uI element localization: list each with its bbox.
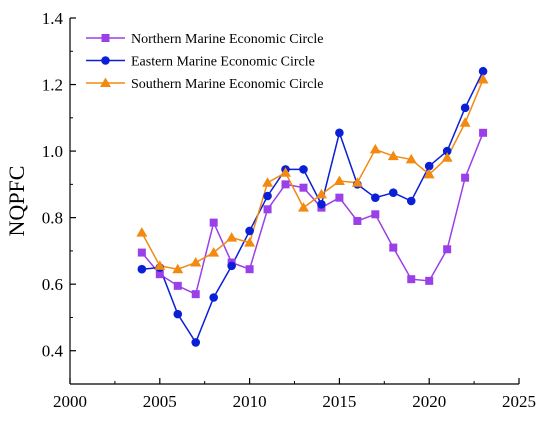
data-point-3 <box>262 177 274 187</box>
data-point-3 <box>333 175 345 186</box>
x-tick-label: 2000 <box>53 392 87 411</box>
data-point-2 <box>317 200 326 209</box>
data-point-1 <box>245 265 254 274</box>
legend-label: Northern Marine Economic Circle <box>131 32 323 47</box>
data-point-2 <box>173 309 183 319</box>
data-point-2 <box>406 196 416 206</box>
data-point-2 <box>263 191 272 201</box>
data-point-2 <box>137 264 147 274</box>
series-markers <box>136 66 489 347</box>
data-point-2 <box>371 193 380 202</box>
data-point-1 <box>479 128 488 137</box>
data-point-1 <box>137 248 146 257</box>
data-point-3 <box>387 150 399 161</box>
data-point-1 <box>371 210 380 219</box>
y-tick-label: 0.4 <box>42 342 64 361</box>
x-tick-label: 2015 <box>322 392 356 411</box>
data-point-1 <box>389 243 398 252</box>
data-point-2 <box>335 128 344 138</box>
data-point-2 <box>245 226 254 236</box>
series-line-2 <box>141 70 484 345</box>
data-point-3 <box>280 167 292 177</box>
data-point-3 <box>190 257 202 267</box>
data-point-2 <box>191 338 201 347</box>
legend-label: Southern Marine Economic Circle <box>131 77 323 92</box>
x-tick-label: 2025 <box>502 392 536 411</box>
data-point-3 <box>244 237 256 247</box>
x-tick-label: 2020 <box>412 392 446 411</box>
data-point-2 <box>388 188 398 197</box>
legend-marker <box>101 56 110 65</box>
data-point-2 <box>460 103 470 113</box>
data-point-1 <box>335 193 344 202</box>
data-point-1 <box>443 245 452 254</box>
data-point-1 <box>209 218 218 227</box>
data-point-3 <box>154 260 166 270</box>
data-point-1 <box>299 183 308 192</box>
data-point-3 <box>423 168 435 179</box>
data-point-3 <box>459 117 471 127</box>
legend-label: Eastern Marine Economic Circle <box>131 55 315 70</box>
data-point-1 <box>353 216 362 225</box>
legend-marker <box>100 77 111 87</box>
data-point-1 <box>281 180 290 189</box>
data-point-3 <box>136 227 148 237</box>
y-tick-label: 0.8 <box>42 209 63 228</box>
y-axis-label: NQPFC <box>4 166 29 237</box>
y-tick-label: 1.4 <box>42 9 64 28</box>
data-point-3 <box>297 202 309 212</box>
x-tick-label: 2005 <box>143 392 177 411</box>
data-point-3 <box>405 153 417 164</box>
data-point-3 <box>369 143 381 154</box>
data-point-2 <box>299 165 308 174</box>
data-point-2 <box>424 161 434 171</box>
data-point-3 <box>226 232 238 242</box>
data-point-3 <box>172 263 184 274</box>
data-point-2 <box>478 66 488 76</box>
y-tick-label: 1.0 <box>42 142 63 161</box>
data-point-2 <box>209 293 218 302</box>
data-point-3 <box>441 152 453 162</box>
series-line-1 <box>141 132 484 296</box>
x-tick-label: 2010 <box>233 392 267 411</box>
data-point-1 <box>407 275 416 284</box>
data-point-1 <box>461 173 470 182</box>
series-line-3 <box>141 79 484 270</box>
data-point-3 <box>351 177 363 187</box>
series-lines <box>141 70 484 345</box>
data-point-3 <box>315 188 327 199</box>
data-point-2 <box>227 261 236 271</box>
legend: Northern Marine Economic Circle Eastern M… <box>86 32 323 92</box>
data-point-1 <box>173 281 182 290</box>
axes <box>69 17 520 385</box>
data-point-1 <box>155 270 164 279</box>
data-point-1 <box>263 205 272 214</box>
legend-marker <box>101 34 110 42</box>
data-point-3 <box>477 74 489 84</box>
tick-labels: 2000 2005 2010 2015 2020 2025 0.4 0.6 0.8 1.0 1.2 1… <box>42 9 536 411</box>
data-point-2 <box>442 146 452 156</box>
y-tick-label: 1.2 <box>42 76 63 95</box>
data-point-3 <box>208 247 220 257</box>
data-point-1 <box>425 276 434 285</box>
y-tick-label: 0.6 <box>42 275 63 294</box>
data-point-1 <box>191 290 200 299</box>
